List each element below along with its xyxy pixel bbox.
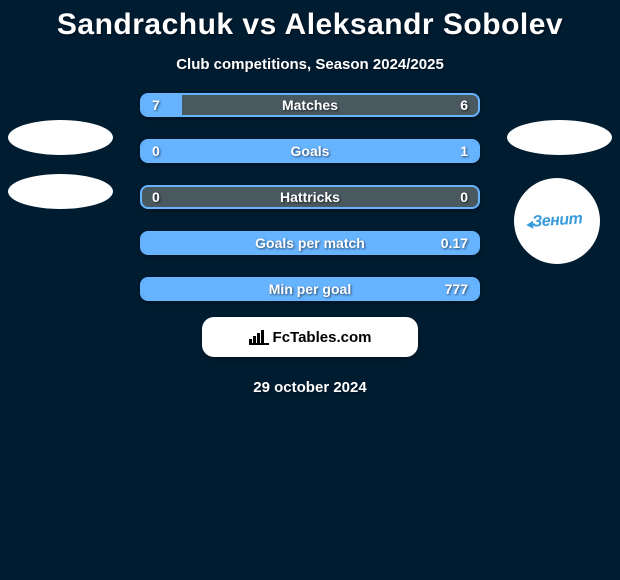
stat-label: Min per goal [142,279,478,299]
stat-label: Hattricks [142,187,478,207]
brand-logo: FcTables.com [249,329,372,346]
stat-label: Matches [142,95,478,115]
stat-bar-hattricks: 0 Hattricks 0 [140,185,480,209]
stat-bar-goals: 0 Goals 1 [140,139,480,163]
stat-right-value: 0.17 [441,233,468,253]
stats-container: 7 Matches 6 0 Goals 1 0 Hattricks 0 Goal… [0,93,620,396]
stat-right-value: 777 [445,279,468,299]
stat-label: Goals per match [142,233,478,253]
stat-right-value: 0 [460,187,468,207]
stat-label: Goals [142,141,478,161]
date-text: 29 october 2024 [0,379,620,396]
stat-bars: 7 Matches 6 0 Goals 1 0 Hattricks 0 Goal… [140,93,480,301]
stat-right-value: 6 [460,95,468,115]
brand-badge[interactable]: FcTables.com [202,317,418,357]
bar-chart-icon [249,329,269,345]
page-title: Sandrachuk vs Aleksandr Sobolev [0,0,620,42]
stat-bar-min-per-goal: Min per goal 777 [140,277,480,301]
stat-bar-matches: 7 Matches 6 [140,93,480,117]
stat-bar-goals-per-match: Goals per match 0.17 [140,231,480,255]
brand-text: FcTables.com [273,329,372,346]
subtitle: Club competitions, Season 2024/2025 [0,56,620,73]
stat-right-value: 1 [460,141,468,161]
